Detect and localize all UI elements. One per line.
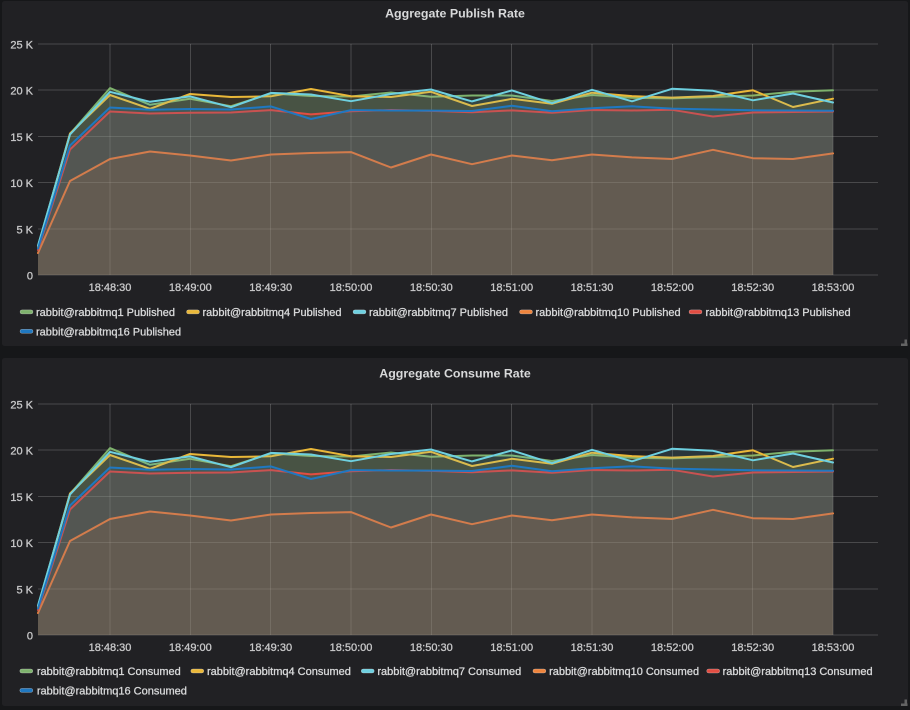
svg-text:rabbit@rabbitmq1 Consumed: rabbit@rabbitmq1 Consumed [37, 666, 181, 678]
svg-text:18:53:00: 18:53:00 [812, 282, 855, 294]
svg-text:rabbit@rabbitmq13 Consumed: rabbit@rabbitmq13 Consumed [723, 666, 873, 678]
svg-text:18:52:30: 18:52:30 [731, 282, 774, 294]
svg-text:20 K: 20 K [10, 86, 33, 98]
svg-text:rabbit@rabbitmq13 Published: rabbit@rabbitmq13 Published [706, 307, 851, 319]
svg-text:Aggregate Publish Rate: Aggregate Publish Rate [385, 7, 525, 21]
svg-text:18:50:00: 18:50:00 [330, 642, 373, 654]
svg-text:18:51:00: 18:51:00 [490, 282, 533, 294]
svg-text:15 K: 15 K [10, 132, 33, 144]
svg-text:rabbit@rabbitmq4 Published: rabbit@rabbitmq4 Published [203, 307, 342, 319]
svg-text:20 K: 20 K [10, 446, 33, 458]
svg-text:18:50:30: 18:50:30 [410, 642, 453, 654]
svg-text:5 K: 5 K [16, 584, 33, 596]
svg-text:rabbit@rabbitmq7 Published: rabbit@rabbitmq7 Published [369, 307, 508, 319]
svg-text:18:52:00: 18:52:00 [651, 642, 694, 654]
svg-text:18:49:30: 18:49:30 [249, 282, 292, 294]
svg-text:rabbit@rabbitmq1 Published: rabbit@rabbitmq1 Published [36, 307, 175, 319]
svg-text:25 K: 25 K [10, 40, 33, 52]
svg-text:18:49:30: 18:49:30 [249, 642, 292, 654]
svg-text:rabbit@rabbitmq16 Consumed: rabbit@rabbitmq16 Consumed [37, 685, 187, 697]
svg-text:15 K: 15 K [10, 492, 33, 504]
svg-text:10 K: 10 K [10, 538, 33, 550]
svg-text:18:48:30: 18:48:30 [89, 282, 132, 294]
svg-text:5 K: 5 K [16, 224, 33, 236]
svg-text:10 K: 10 K [10, 178, 33, 190]
svg-text:18:52:30: 18:52:30 [731, 642, 774, 654]
svg-text:Aggregate Consume Rate: Aggregate Consume Rate [379, 367, 531, 381]
svg-text:rabbit@rabbitmq10 Published: rabbit@rabbitmq10 Published [536, 307, 681, 319]
svg-text:rabbit@rabbitmq7 Consumed: rabbit@rabbitmq7 Consumed [377, 666, 521, 678]
svg-text:18:53:00: 18:53:00 [812, 642, 855, 654]
svg-text:18:51:30: 18:51:30 [571, 282, 614, 294]
svg-text:0: 0 [27, 271, 33, 283]
svg-text:18:52:00: 18:52:00 [651, 282, 694, 294]
svg-text:18:51:00: 18:51:00 [490, 642, 533, 654]
svg-text:rabbit@rabbitmq16 Published: rabbit@rabbitmq16 Published [36, 326, 181, 338]
svg-text:18:50:30: 18:50:30 [410, 282, 453, 294]
svg-text:rabbit@rabbitmq10 Consumed: rabbit@rabbitmq10 Consumed [549, 666, 699, 678]
svg-text:18:51:30: 18:51:30 [571, 642, 614, 654]
svg-text:18:48:30: 18:48:30 [89, 642, 132, 654]
svg-text:18:49:00: 18:49:00 [169, 282, 212, 294]
svg-text:rabbit@rabbitmq4 Consumed: rabbit@rabbitmq4 Consumed [207, 666, 351, 678]
svg-text:0: 0 [27, 631, 33, 643]
svg-text:25 K: 25 K [10, 400, 33, 412]
svg-text:18:49:00: 18:49:00 [169, 642, 212, 654]
svg-text:18:50:00: 18:50:00 [330, 282, 373, 294]
